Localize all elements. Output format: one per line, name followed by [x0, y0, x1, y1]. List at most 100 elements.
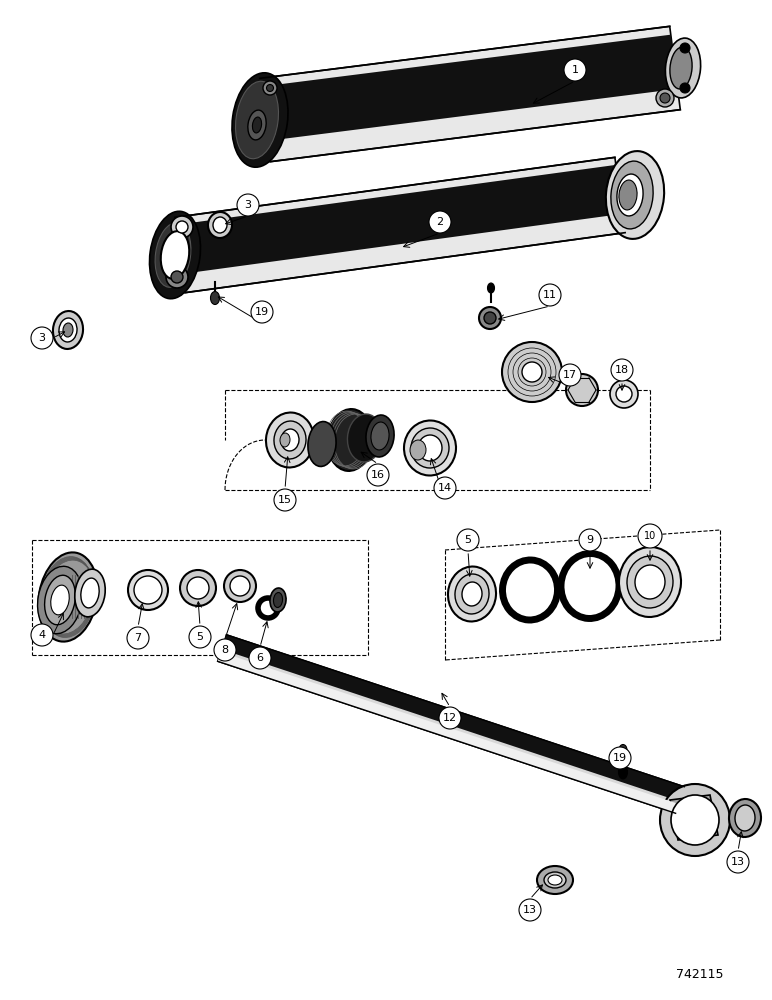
- Circle shape: [539, 284, 561, 306]
- Circle shape: [31, 624, 53, 646]
- Ellipse shape: [281, 429, 299, 451]
- Circle shape: [274, 489, 296, 511]
- Text: 12: 12: [443, 713, 457, 723]
- Ellipse shape: [371, 422, 389, 450]
- Ellipse shape: [75, 569, 105, 617]
- Ellipse shape: [680, 83, 690, 93]
- Ellipse shape: [617, 174, 643, 216]
- Ellipse shape: [660, 784, 730, 856]
- Ellipse shape: [735, 805, 755, 831]
- Ellipse shape: [619, 180, 637, 210]
- Circle shape: [611, 359, 633, 381]
- Text: 2: 2: [436, 217, 444, 227]
- Circle shape: [439, 707, 461, 729]
- Ellipse shape: [308, 422, 336, 466]
- Ellipse shape: [479, 307, 501, 329]
- Ellipse shape: [665, 38, 701, 98]
- Ellipse shape: [270, 588, 286, 612]
- Ellipse shape: [502, 342, 562, 402]
- Ellipse shape: [81, 578, 99, 608]
- Ellipse shape: [51, 585, 69, 615]
- Ellipse shape: [180, 570, 216, 606]
- Ellipse shape: [39, 552, 97, 642]
- Circle shape: [559, 364, 581, 386]
- Text: 6: 6: [256, 653, 263, 663]
- Ellipse shape: [619, 547, 681, 617]
- Text: 19: 19: [255, 307, 269, 317]
- Ellipse shape: [53, 311, 83, 349]
- Polygon shape: [222, 635, 685, 801]
- Circle shape: [609, 747, 631, 769]
- Ellipse shape: [410, 440, 426, 460]
- Circle shape: [457, 529, 479, 551]
- Text: 13: 13: [523, 905, 537, 915]
- Polygon shape: [218, 635, 685, 813]
- Ellipse shape: [619, 744, 627, 756]
- Ellipse shape: [45, 575, 76, 625]
- Polygon shape: [176, 165, 622, 274]
- Text: 17: 17: [563, 370, 577, 380]
- Ellipse shape: [161, 231, 189, 279]
- Ellipse shape: [616, 386, 632, 402]
- Ellipse shape: [263, 81, 277, 95]
- Polygon shape: [261, 35, 678, 141]
- Ellipse shape: [537, 866, 573, 894]
- Text: 9: 9: [587, 535, 594, 545]
- Ellipse shape: [548, 875, 562, 885]
- Ellipse shape: [232, 73, 288, 167]
- Ellipse shape: [63, 323, 73, 337]
- Ellipse shape: [208, 212, 232, 238]
- Ellipse shape: [150, 211, 201, 299]
- Ellipse shape: [656, 89, 674, 107]
- Polygon shape: [670, 795, 718, 840]
- Circle shape: [249, 647, 271, 669]
- Ellipse shape: [252, 117, 262, 133]
- Text: 11: 11: [543, 290, 557, 300]
- Text: 13: 13: [731, 857, 745, 867]
- Text: 5: 5: [465, 535, 472, 545]
- Ellipse shape: [484, 312, 496, 324]
- Text: 18: 18: [615, 365, 629, 375]
- Ellipse shape: [230, 576, 250, 596]
- Text: 1: 1: [571, 65, 578, 75]
- Circle shape: [251, 301, 273, 323]
- Ellipse shape: [680, 43, 690, 53]
- Text: 4: 4: [39, 630, 46, 640]
- Ellipse shape: [273, 593, 283, 607]
- Ellipse shape: [176, 221, 188, 233]
- Circle shape: [519, 899, 541, 921]
- Ellipse shape: [566, 374, 598, 406]
- Ellipse shape: [462, 582, 482, 606]
- Ellipse shape: [418, 435, 442, 461]
- Circle shape: [434, 477, 456, 499]
- Ellipse shape: [134, 576, 162, 604]
- Ellipse shape: [670, 47, 692, 89]
- Ellipse shape: [211, 292, 219, 304]
- Ellipse shape: [155, 223, 191, 287]
- Ellipse shape: [404, 421, 456, 475]
- Ellipse shape: [611, 161, 653, 229]
- Ellipse shape: [266, 413, 314, 467]
- Ellipse shape: [635, 565, 665, 599]
- Ellipse shape: [448, 567, 496, 621]
- Circle shape: [579, 529, 601, 551]
- Text: 16: 16: [371, 470, 385, 480]
- Ellipse shape: [660, 93, 670, 103]
- Circle shape: [31, 327, 53, 349]
- Ellipse shape: [171, 216, 193, 238]
- Ellipse shape: [618, 765, 628, 779]
- Ellipse shape: [729, 799, 761, 837]
- Text: 7: 7: [134, 633, 141, 643]
- Circle shape: [237, 194, 259, 216]
- Text: 742115: 742115: [676, 968, 724, 982]
- Ellipse shape: [166, 266, 188, 288]
- Ellipse shape: [455, 574, 489, 614]
- Ellipse shape: [280, 433, 290, 447]
- Ellipse shape: [487, 283, 495, 293]
- Ellipse shape: [274, 421, 306, 459]
- Text: 19: 19: [613, 753, 627, 763]
- Text: 3: 3: [39, 333, 46, 343]
- Text: 10: 10: [644, 531, 656, 541]
- Ellipse shape: [187, 577, 209, 599]
- Ellipse shape: [224, 570, 256, 602]
